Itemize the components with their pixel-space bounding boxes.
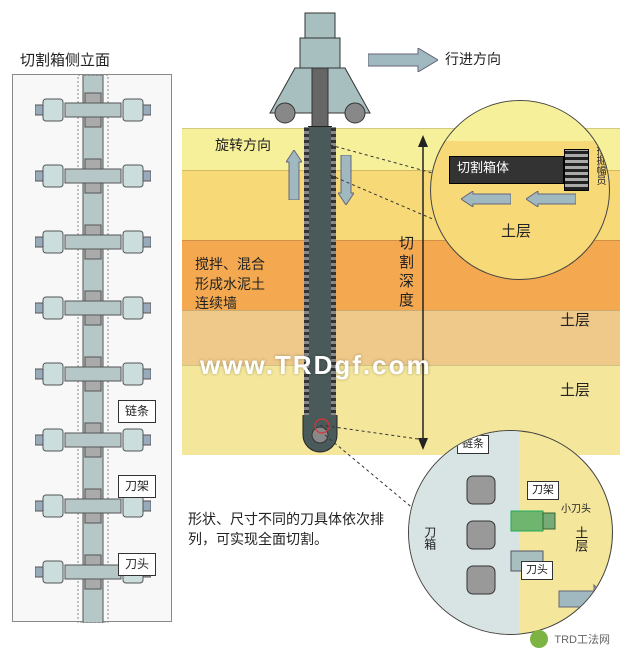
label-chain: 链条 — [118, 400, 156, 423]
watermark: www.TRDgf.com — [200, 350, 432, 381]
travel-dir-label: 行进方向 — [445, 50, 501, 70]
zb-soil: 土层 — [571, 526, 589, 552]
bottom-note: 形状、尺寸不同的刀具体依次排列，可实现全面切割。 — [188, 510, 403, 549]
footer: TRD工法网 — [530, 630, 610, 648]
footer-text: TRD工法网 — [554, 631, 610, 647]
cutter-box-label: 切割箱体 — [457, 159, 509, 177]
cutter-module — [35, 283, 151, 333]
zoom-bottom: 链条 刀架 小刀头 刀箱 刀头 土层 — [408, 430, 613, 635]
zb-smallhead: 小刀头 — [561, 503, 591, 517]
rotate-dir-label: 旋转方向 — [215, 136, 271, 156]
cutter-module — [35, 349, 151, 399]
zb-box: 刀箱 — [421, 526, 438, 550]
zoom-top: 切割箱体 挖掘幅员 土层 — [430, 100, 610, 280]
label-head: 刀头 — [118, 553, 156, 576]
cut-depth-label: 切割深度 — [395, 235, 416, 311]
zoom-top-soil: 土层 — [501, 221, 531, 242]
travel-arrow — [368, 48, 438, 72]
dig-teeth — [564, 149, 589, 191]
wechat-icon — [530, 630, 548, 648]
left-title: 切割箱侧立面 — [20, 50, 110, 71]
zb-head: 刀头 — [521, 561, 553, 580]
cutter-module — [35, 217, 151, 267]
dig-width-label: 挖掘幅员 — [592, 145, 606, 185]
cutter-module — [35, 151, 151, 201]
zb-frame: 刀架 — [527, 481, 559, 500]
cutter-post — [308, 126, 332, 426]
soil-label-1: 土层 — [560, 310, 590, 331]
left-panel: 链条 刀架 刀头 — [12, 74, 172, 622]
rot-arrow-left — [286, 150, 302, 200]
label-frame: 刀架 — [118, 475, 156, 498]
zb-chain: 链条 — [457, 435, 489, 454]
mix-text: 搅拌、混合 形成水泥土 连续墙 — [195, 255, 265, 314]
cutter-module — [35, 85, 151, 135]
soil-label-2: 土层 — [560, 380, 590, 401]
